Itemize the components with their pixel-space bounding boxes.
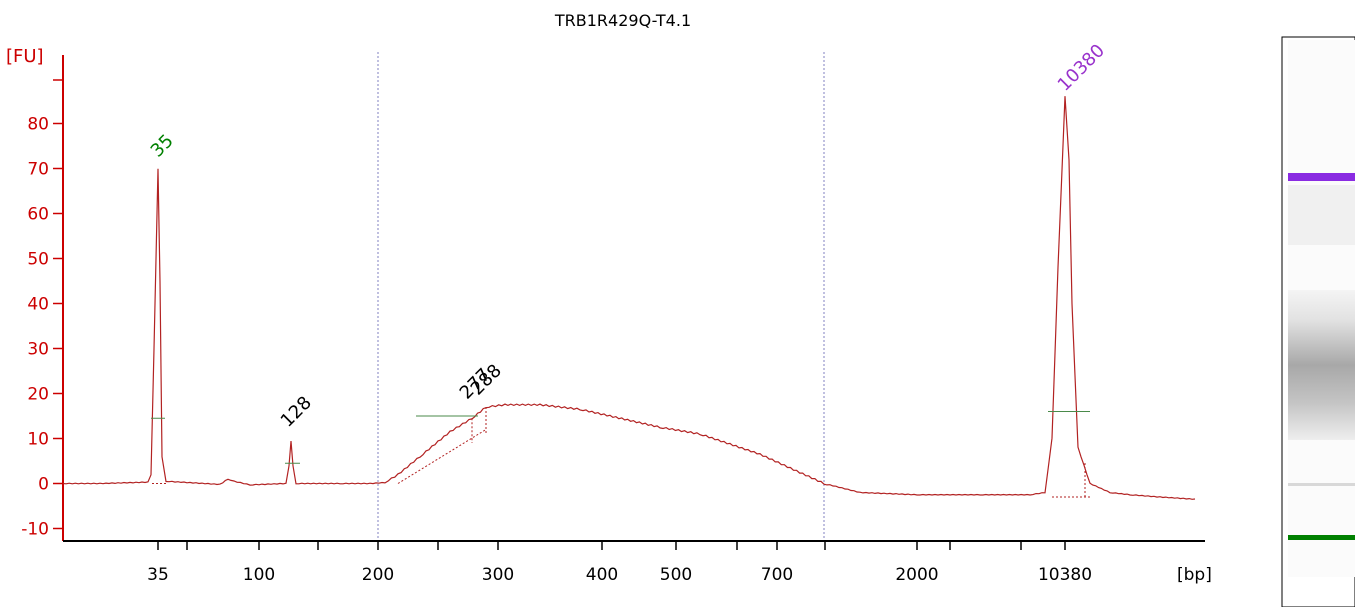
y-axis-label: [FU] bbox=[6, 46, 44, 67]
signal-trace bbox=[62, 96, 1196, 500]
chart-title: TRB1R429Q-T4.1 bbox=[554, 11, 691, 30]
gel-band-faint bbox=[1288, 483, 1355, 486]
peak-label-10380: 10380 bbox=[1054, 40, 1109, 95]
baseline-peak-277 bbox=[397, 429, 487, 484]
y-tick-label: 70 bbox=[27, 160, 49, 180]
y-tick-label: 40 bbox=[27, 295, 49, 315]
y-tick-label: 60 bbox=[27, 205, 49, 225]
x-tick-label: 200 bbox=[362, 565, 394, 585]
y-tick-label: 10 bbox=[27, 430, 49, 450]
x-tick-label: 2000 bbox=[895, 565, 938, 585]
x-tick-label: 35 bbox=[147, 565, 169, 585]
peak-label-128: 128 bbox=[277, 392, 316, 431]
gel-background-band bbox=[1288, 185, 1355, 245]
y-tick-label: -10 bbox=[21, 520, 49, 540]
y-tick-label: 0 bbox=[38, 475, 49, 495]
x-tick-label: 10380 bbox=[1038, 565, 1092, 585]
x-tick-label: 700 bbox=[761, 565, 793, 585]
x-axis-label: [bp] bbox=[1177, 565, 1212, 585]
gel-band-lower-marker bbox=[1288, 535, 1355, 540]
y-tick-label: 30 bbox=[27, 340, 49, 360]
x-tick-label: 400 bbox=[586, 565, 618, 585]
gel-smear bbox=[1288, 290, 1355, 440]
y-tick-label: 80 bbox=[27, 115, 49, 135]
y-tick-label: 50 bbox=[27, 250, 49, 270]
x-tick-label: 100 bbox=[243, 565, 275, 585]
peak-label-35: 35 bbox=[147, 130, 178, 161]
gel-band-upper-marker bbox=[1288, 173, 1355, 181]
x-tick-label: 500 bbox=[660, 565, 692, 585]
x-tick-label: 300 bbox=[482, 565, 514, 585]
y-tick-label: 20 bbox=[27, 385, 49, 405]
